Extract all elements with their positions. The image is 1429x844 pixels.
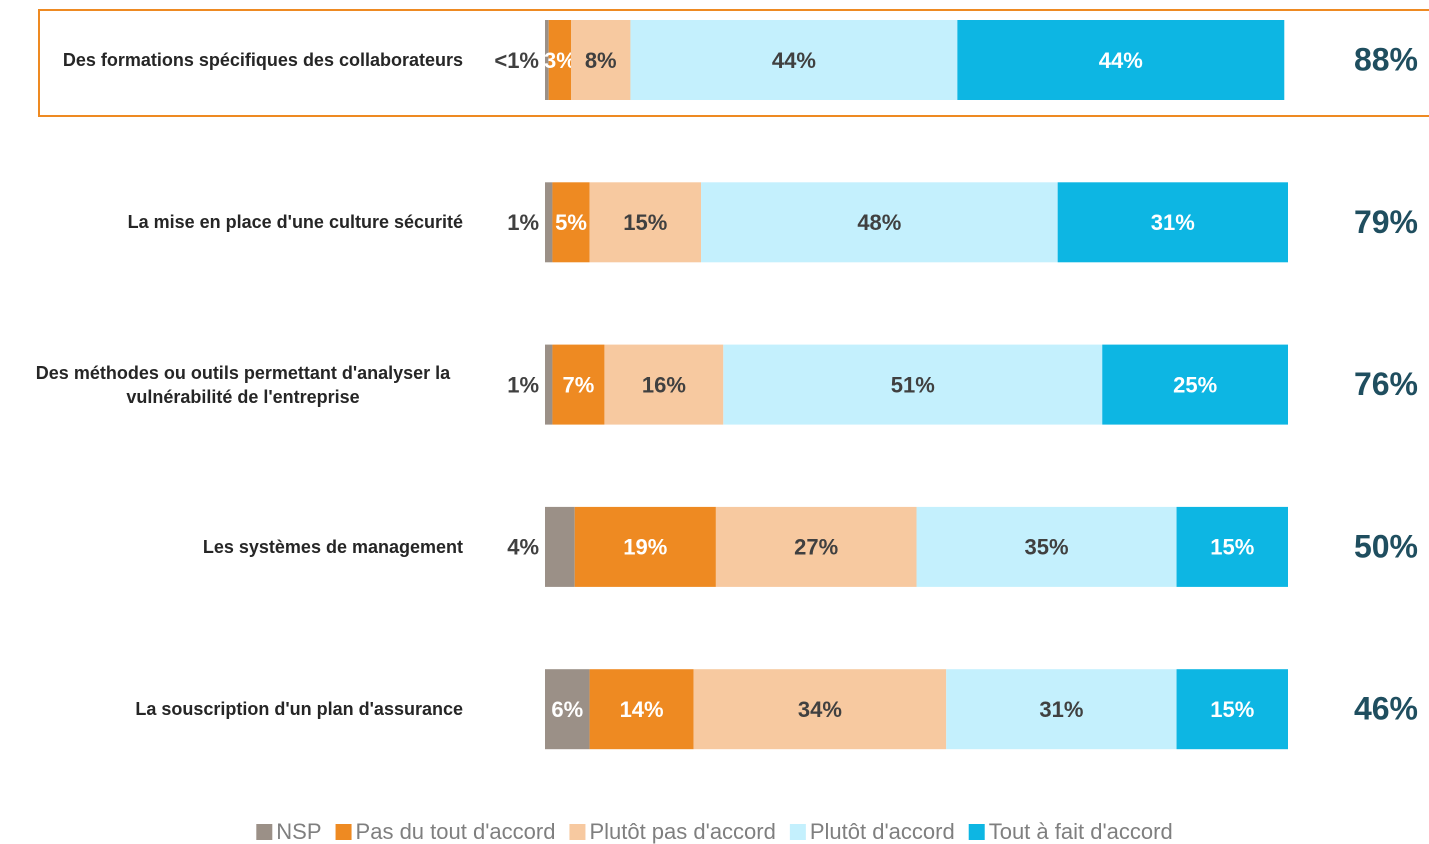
total-label: 79% [1354,204,1418,240]
data-label: 4% [507,535,539,560]
category-text: La souscription d'un plan d'assurance [135,699,463,720]
category-text: Les systèmes de management [202,536,463,557]
bar-segment [589,669,694,750]
bar-segment [630,20,958,100]
category-label: La mise en place d'une culture sécurité [128,210,463,234]
highlight-box [38,9,1429,117]
data-label: 15% [1210,535,1254,560]
legend-swatch [569,824,586,840]
bar-segment [545,20,549,100]
legend-label: Plutôt pas d'accord [589,819,775,844]
bar-segment [545,506,575,587]
bar-segment [1057,182,1288,263]
data-label: 8% [585,48,617,73]
data-label: 6% [551,697,583,722]
bar-segment [957,20,1285,100]
data-label: 27% [794,535,838,560]
bar-segment [574,506,716,587]
data-label: 16% [642,372,686,397]
bar-segment [1176,506,1288,587]
bar-segment [589,182,702,263]
data-label: 14% [620,697,664,722]
data-label: 51% [891,372,935,397]
data-label: 5% [555,210,587,235]
data-label: 15% [623,210,667,235]
bar-segment [1176,669,1288,750]
bar-segment [693,669,947,750]
data-label: 48% [857,210,901,235]
bar-segment [571,20,631,100]
total-label: 76% [1354,366,1418,402]
bar-segment [916,506,1177,587]
legend-swatch [789,824,806,840]
data-label: 15% [1210,697,1254,722]
bar-segment [545,182,553,263]
data-label: 35% [1025,535,1069,560]
category-label: Des méthodes ou outils permettant d'anal… [23,361,463,409]
total-label: 46% [1354,691,1418,727]
category-text: La mise en place d'une culture sécurité [127,212,463,233]
bar-segment [723,344,1103,425]
data-label: 19% [623,535,667,560]
data-label: 44% [1099,48,1143,73]
data-label: 1% [507,372,539,397]
data-label: <1% [494,48,539,73]
data-label: 1% [507,210,539,235]
category-text: Des méthodes ou outils permettant d'anal… [35,362,451,407]
data-label: 7% [563,372,595,397]
category-label: Des formations spécifiques des collabora… [63,48,463,72]
total-label: 50% [1354,528,1418,564]
bar-segment [548,20,572,100]
bar-segment [545,344,553,425]
data-label: 31% [1151,210,1195,235]
category-label: Les systèmes de management [203,535,463,559]
bar-segment [701,182,1058,263]
bar-segment [552,344,605,425]
category-text: Des formations spécifiques des collabora… [62,50,463,70]
legend-label: Pas du tout d'accord [356,819,556,844]
bar-segment [715,506,917,587]
legend-label: NSP [276,819,321,844]
data-label: 25% [1173,372,1217,397]
legend-swatch [256,824,273,840]
bar-segment [545,669,590,750]
data-label: 44% [772,48,816,73]
category-label: La souscription d'un plan d'assurance [135,697,463,721]
bar-segment [604,344,724,425]
data-label: 3% [544,48,576,73]
data-label: 31% [1039,697,1083,722]
bar-segment [1102,344,1288,425]
legend-label: Plutôt d'accord [810,819,955,844]
bar-segment [946,669,1177,750]
data-label: 34% [798,697,842,722]
legend-swatch [335,824,352,840]
total-label: 88% [1354,41,1418,77]
legend-label: Tout à fait d'accord [989,819,1173,844]
bar-segment [552,182,590,263]
legend-swatch [968,824,985,840]
